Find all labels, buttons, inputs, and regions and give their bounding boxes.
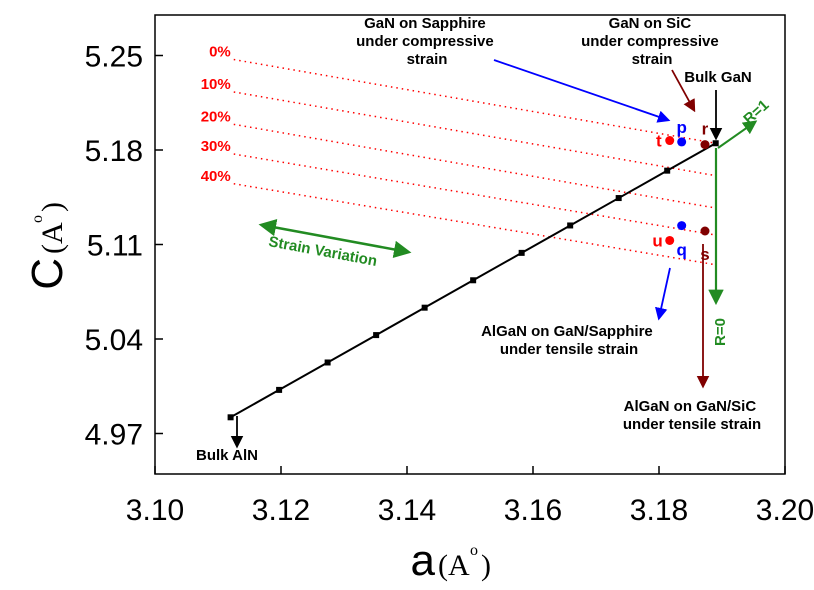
- arrow-algan-sapphire: [655, 267, 671, 321]
- y-tick-label: 4.97: [85, 419, 143, 452]
- strain-line: [233, 153, 716, 236]
- x-tick-label: 3.20: [756, 494, 814, 527]
- strain-lines: 0% 10% 20% 30% 40%: [201, 44, 716, 266]
- vegard-marker: [276, 386, 283, 393]
- axis-ticks: 3.10 3.12 3.14 3.16 3.18 3.20 4.97 5.04 5.11 5.18…: [85, 41, 814, 528]
- data-point: [700, 226, 710, 236]
- annotation-bulk-aln: Bulk AlN: [196, 447, 258, 464]
- strain-line: [233, 183, 716, 266]
- y-tick-label: 5.04: [85, 324, 143, 357]
- vegard-marker: [324, 359, 331, 366]
- strain-line: [233, 58, 716, 144]
- vegard-marker: [373, 332, 380, 339]
- data-point: [700, 140, 710, 150]
- data-point: [665, 136, 675, 146]
- arrow-gan-sic: [671, 69, 696, 113]
- annotation-strain-variation: Strain Variation: [267, 233, 378, 270]
- strain-line: [233, 123, 716, 209]
- x-tick-label: 3.14: [378, 494, 436, 527]
- x-axis-unit-sup: o: [470, 542, 478, 559]
- strain-line-label: 40%: [201, 168, 231, 185]
- vegard-marker: [567, 222, 574, 229]
- x-axis-unit-open: (: [438, 549, 448, 582]
- y-axis-unit-sup: o: [29, 215, 46, 223]
- vegard-marker: [470, 277, 477, 284]
- arrow-r1: [717, 120, 758, 149]
- annotation-bulk-gan: Bulk GaN: [684, 69, 752, 86]
- x-tick-label: 3.12: [252, 494, 310, 527]
- y-axis-unit-open: (: [36, 244, 69, 254]
- y-tick-label: 5.25: [85, 41, 143, 74]
- strain-line: [233, 91, 716, 177]
- vegard-marker: [712, 140, 719, 147]
- strain-line-label: 30%: [201, 138, 231, 155]
- x-axis-title: a: [411, 536, 436, 585]
- strain-line-label: 0%: [209, 44, 231, 61]
- annotation-algan-sic: AlGaN on GaN/SiC under tensile strain: [623, 398, 761, 433]
- x-tick-label: 3.16: [504, 494, 562, 527]
- data-point: [677, 221, 687, 231]
- strain-line-label: 20%: [201, 108, 231, 125]
- y-tick-label: 5.18: [85, 135, 143, 168]
- vegard-marker: [227, 414, 234, 421]
- strain-line-label: 10%: [201, 76, 231, 93]
- y-axis-title: C: [23, 258, 72, 290]
- y-axis-unit: A: [36, 222, 69, 244]
- data-point: [665, 235, 675, 245]
- vegard-marker: [421, 304, 428, 311]
- data-point-label: q: [676, 241, 686, 260]
- y-axis-unit-close: ): [36, 202, 69, 212]
- data-point-label: r: [702, 120, 709, 139]
- y-tick-label: 5.11: [87, 230, 143, 263]
- data-point-label: t: [656, 132, 662, 151]
- vegard-marker: [615, 195, 622, 202]
- x-axis-unit: A: [448, 549, 470, 582]
- arrow-strain-variation: [258, 218, 412, 259]
- x-tick-label: 3.10: [126, 494, 184, 527]
- annotation-gan-sapphire: GaN on Sapphire under compressive strain: [356, 15, 498, 68]
- vegard-marker: [518, 249, 525, 256]
- vegard-marker: [664, 167, 671, 174]
- annotation-r0: R=0: [712, 318, 729, 346]
- vegard-line: [227, 140, 719, 421]
- x-tick-label: 3.18: [630, 494, 688, 527]
- annotation-algan-sapphire: AlGaN on GaN/Sapphire under tensile stra…: [481, 323, 657, 358]
- data-point-label: s: [700, 245, 709, 264]
- x-axis-unit-close: ): [481, 549, 491, 582]
- annotation-gan-sic: GaN on SiC under compressive strain: [581, 15, 723, 68]
- data-point: [677, 137, 687, 147]
- arrow-gan-sapphire: [493, 59, 671, 123]
- data-points: pt r qu s: [652, 118, 709, 264]
- data-point-label: u: [652, 231, 662, 250]
- data-point-label: p: [676, 118, 686, 137]
- annotation-r1: R=1: [740, 97, 772, 128]
